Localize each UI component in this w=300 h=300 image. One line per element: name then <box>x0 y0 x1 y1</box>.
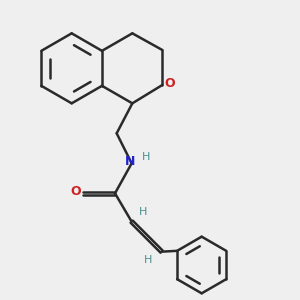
Text: O: O <box>71 185 81 198</box>
Text: O: O <box>164 77 175 90</box>
Text: H: H <box>139 207 148 217</box>
Text: H: H <box>143 255 152 265</box>
Text: H: H <box>142 152 150 162</box>
Text: N: N <box>125 155 135 168</box>
